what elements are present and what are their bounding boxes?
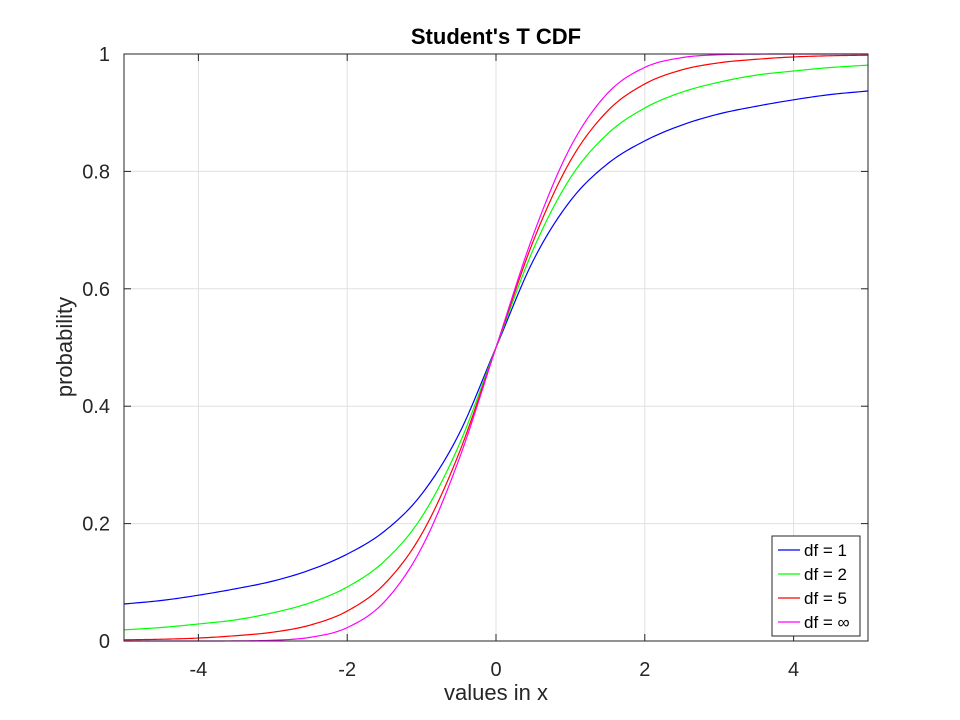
y-tick-label: 0: [99, 631, 110, 653]
legend-box: [771, 535, 861, 637]
ticks: [124, 53, 868, 642]
legend: df = 1 df = 2 df = 5 df = ∞: [771, 535, 861, 637]
legend-label: df = ∞: [804, 613, 850, 632]
y-tick-label: 0.4: [82, 396, 110, 418]
y-tick-label: 0.8: [82, 161, 110, 183]
y-tick-label: 0.6: [82, 279, 110, 301]
x-tick-label: 4: [788, 659, 799, 681]
legend-label: df = 1: [804, 541, 847, 560]
x-tick-label: -2: [338, 659, 356, 681]
legend-label: df = 2: [804, 565, 847, 584]
x-tick-label: -4: [190, 659, 208, 681]
x-tick-label: 0: [490, 659, 501, 681]
y-axis-label: probability: [52, 297, 77, 397]
legend-label: df = 5: [804, 589, 847, 608]
y-tick-label: 1: [99, 44, 110, 66]
y-tick-label: 0.2: [82, 514, 110, 536]
chart-title: Student's T CDF: [411, 24, 581, 49]
x-tick-label: 2: [639, 659, 650, 681]
x-axis-label: values in x: [444, 680, 548, 705]
tick-labels: -4 -2 0 2 4 0 0.2 0.4 0.6 0.8 1: [82, 44, 799, 681]
